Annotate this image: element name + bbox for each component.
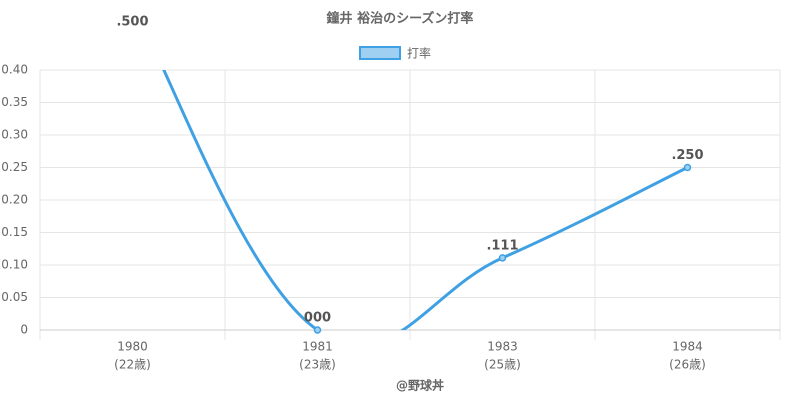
x-tick-label: 1980 xyxy=(117,340,148,354)
data-label: .500 xyxy=(116,15,148,30)
data-point xyxy=(313,326,322,334)
x-tick-label: 1983 xyxy=(487,340,518,354)
x-tick-sublabel: (22歳) xyxy=(114,358,151,372)
y-tick-label: 0.10 xyxy=(1,258,28,272)
y-tick-label: 0.15 xyxy=(1,225,28,239)
x-tick-sublabel: (26歳) xyxy=(669,358,706,372)
x-tick-sublabel: (25歳) xyxy=(484,358,521,372)
chart-title: 鐘井 裕治のシーズン打率 xyxy=(327,11,474,27)
y-tick-label: 0.35 xyxy=(1,95,28,109)
x-tick-sublabel: (23歳) xyxy=(299,358,336,372)
data-label: .111 xyxy=(486,238,518,253)
y-tick-label: 0 xyxy=(20,323,28,337)
y-tick-label: 0.05 xyxy=(1,290,28,304)
y-tick-label: 0.40 xyxy=(1,63,28,77)
legend-label: 打率 xyxy=(407,46,431,61)
data-label: .250 xyxy=(671,148,703,163)
data-point xyxy=(683,163,692,172)
data-label: 000 xyxy=(304,311,331,326)
y-tick-label: 0.25 xyxy=(1,160,28,174)
x-axis-label: @野球丼 xyxy=(396,378,444,393)
y-tick-label: 0.20 xyxy=(1,193,28,207)
legend-swatch xyxy=(359,46,401,60)
data-point xyxy=(498,254,507,262)
y-tick-label: 0.30 xyxy=(1,128,28,142)
series-line xyxy=(162,70,689,330)
x-tick-label: 1984 xyxy=(672,340,703,354)
x-tick-label: 1981 xyxy=(302,340,333,354)
